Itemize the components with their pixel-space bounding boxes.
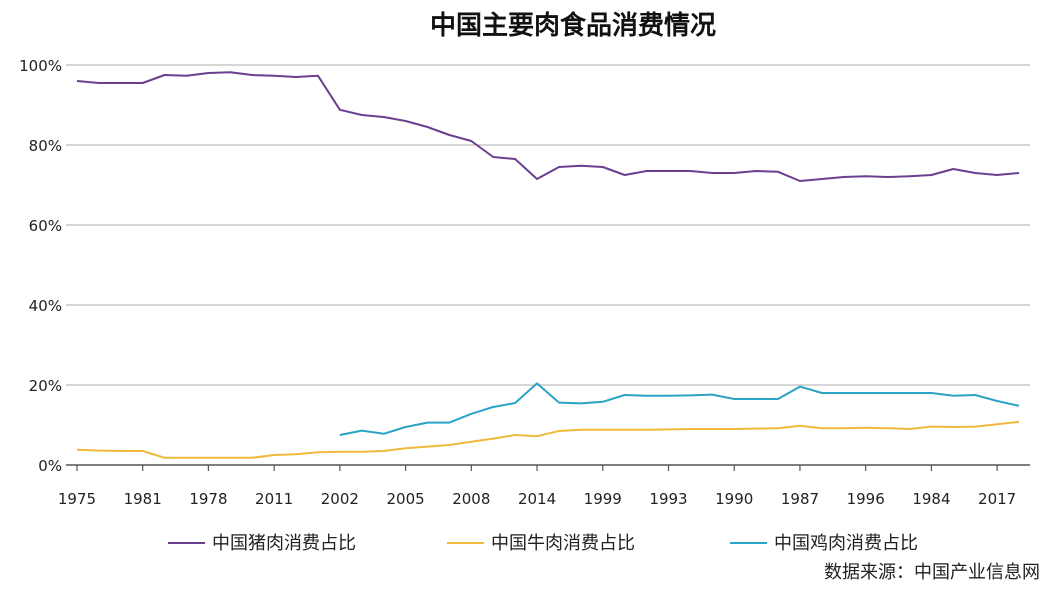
x-tick-label: 1981 <box>124 490 162 508</box>
x-tick-label: 2017 <box>978 490 1016 508</box>
x-tick-label: 2008 <box>452 490 490 508</box>
y-tick-label: 20% <box>29 377 62 395</box>
x-tick-label: 2002 <box>321 490 359 508</box>
series-line-0 <box>76 71 1020 182</box>
x-tick-label: 1990 <box>715 490 753 508</box>
chart-title: 中国主要肉食品消费情况 <box>430 10 716 41</box>
y-axis-ticks: 0% 20% 40% 60% 80% 100% <box>19 57 62 475</box>
y-tick-label: 40% <box>29 297 62 315</box>
series-lines <box>76 71 1020 459</box>
legend-label-1: 中国牛肉消费占比 <box>491 533 635 554</box>
y-tick-label: 0% <box>38 457 62 475</box>
y-tick-label: 60% <box>29 217 62 235</box>
x-tick-label: 2005 <box>386 490 424 508</box>
x-axis: 1975 1981 1978 2011 2002 2005 2008 2014 1999 1993… <box>58 464 1030 508</box>
x-tick-label: 1996 <box>847 490 885 508</box>
series-line-1 <box>76 420 1020 459</box>
x-tick-label: 1999 <box>584 490 622 508</box>
y-tick-label: 100% <box>19 57 62 75</box>
legend-label-0: 中国猪肉消费占比 <box>212 533 356 554</box>
source-note: 数据来源：中国产业信息网 <box>824 562 1040 583</box>
series-line-2 <box>339 382 1020 436</box>
x-tick-label: 1984 <box>912 490 950 508</box>
legend: 中国猪肉消费占比 中国牛肉消费占比 中国鸡肉消费占比 <box>168 533 918 554</box>
gridlines <box>66 64 1030 386</box>
x-tick-label: 2014 <box>518 490 556 508</box>
x-tick-label: 1987 <box>781 490 819 508</box>
x-tick-label: 2011 <box>255 490 293 508</box>
x-tick-label: 1993 <box>649 490 687 508</box>
x-tick-label: 1975 <box>58 490 96 508</box>
legend-label-2: 中国鸡肉消费占比 <box>774 533 918 554</box>
x-tick-label: 1978 <box>189 490 227 508</box>
y-tick-label: 80% <box>29 137 62 155</box>
